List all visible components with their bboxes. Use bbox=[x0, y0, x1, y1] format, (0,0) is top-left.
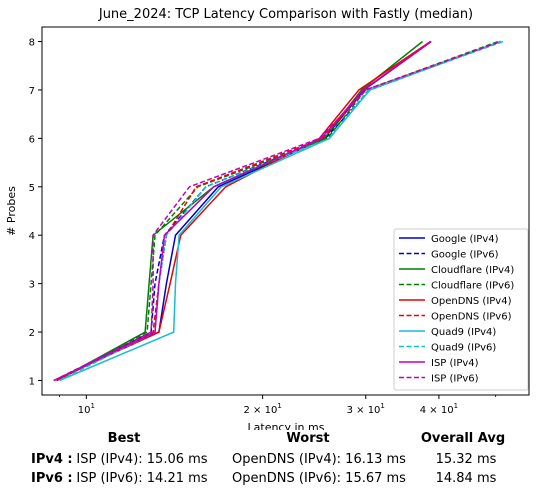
legend-label-9: ISP (IPv6) bbox=[431, 374, 479, 385]
y-tick-label-2: 3 bbox=[29, 280, 35, 291]
series-line-9 bbox=[53, 40, 501, 382]
legend-label-8: ISP (IPv4) bbox=[431, 358, 479, 369]
y-axis-label: # Probes bbox=[5, 186, 18, 236]
legend-label-2: Cloudflare (IPv4) bbox=[431, 265, 514, 276]
x-tick-label-2: 3 × 101 bbox=[347, 402, 385, 416]
series-line-8 bbox=[53, 40, 432, 382]
best-ipv6: ISP (IPv6): 14.21 ms bbox=[76, 471, 208, 486]
legend-box bbox=[393, 228, 529, 391]
x-axis-ticks: 101 2 × 101 3 × 101 4 × 101 bbox=[59, 395, 497, 416]
series-layer bbox=[53, 40, 504, 382]
avg-ipv6: 14.84 ms bbox=[435, 471, 497, 486]
header-best: Best bbox=[107, 431, 141, 446]
x-tick-label-0: 101 bbox=[78, 402, 95, 416]
series-line-6 bbox=[59, 40, 501, 382]
plot-frame bbox=[41, 26, 530, 396]
y-tick-label-7: 8 bbox=[29, 38, 35, 49]
legend-label-4: OpenDNS (IPv4) bbox=[431, 296, 512, 307]
header-overall-avg: Overall Avg bbox=[420, 431, 506, 446]
best-ipv4: ISP (IPv4): 15.06 ms bbox=[76, 452, 208, 467]
latency-chart: June_2024: TCP Latency Comparison with F… bbox=[5, 7, 530, 430]
y-tick-label-3: 4 bbox=[29, 231, 35, 242]
legend-label-6: Quad9 (IPv4) bbox=[431, 327, 496, 338]
y-tick-label-0: 1 bbox=[29, 376, 35, 387]
y-tick-label-1: 2 bbox=[29, 328, 35, 339]
legend-label-0: Google (IPv4) bbox=[431, 234, 499, 245]
y-tick-label-6: 7 bbox=[29, 86, 35, 97]
header-worst: Worst bbox=[286, 431, 330, 446]
row-label-ipv6: IPv6 : bbox=[31, 471, 73, 486]
series-line-0 bbox=[53, 40, 432, 382]
chart-title: June_2024: TCP Latency Comparison with F… bbox=[98, 7, 473, 22]
series-line-4 bbox=[53, 40, 431, 382]
y-tick-label-5: 6 bbox=[29, 134, 35, 145]
legend-label-3: Cloudflare (IPv6) bbox=[431, 281, 514, 292]
legend-label-5: OpenDNS (IPv6) bbox=[431, 312, 512, 323]
x-tick-label-1: 2 × 101 bbox=[243, 402, 281, 416]
legend: Google (IPv4) Google (IPv6) Cloudflare (IP… bbox=[393, 228, 529, 391]
legend-label-7: Quad9 (IPv6) bbox=[431, 343, 496, 354]
worst-ipv6: OpenDNS (IPv6): 15.67 ms bbox=[232, 471, 406, 486]
x-tick-label-3: 4 × 101 bbox=[420, 402, 458, 416]
row-label-ipv4: IPv4 : bbox=[31, 452, 73, 467]
avg-ipv4: 15.32 ms bbox=[435, 452, 497, 467]
x-axis-label: Latency in ms bbox=[248, 421, 325, 430]
y-axis-ticks: 1 2 3 4 5 6 7 8 bbox=[29, 38, 42, 387]
y-tick-label-4: 5 bbox=[29, 183, 35, 194]
worst-ipv4: OpenDNS (IPv4): 16.13 ms bbox=[232, 452, 406, 467]
legend-label-1: Google (IPv6) bbox=[431, 250, 499, 261]
